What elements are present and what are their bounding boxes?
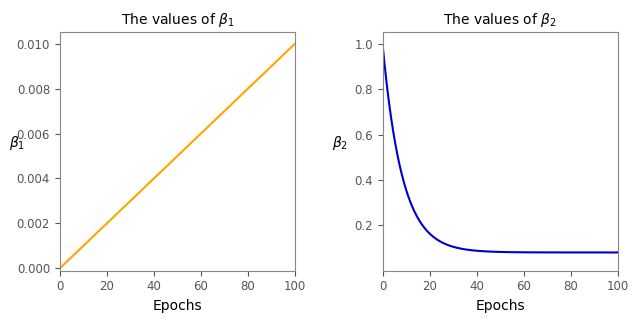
X-axis label: Epochs: Epochs [152, 299, 202, 313]
Y-axis label: $\beta_1$: $\beta_1$ [10, 133, 26, 152]
Y-axis label: $\beta_2$: $\beta_2$ [332, 133, 348, 152]
X-axis label: Epochs: Epochs [476, 299, 525, 313]
Title: The values of $\beta_1$: The values of $\beta_1$ [120, 11, 234, 29]
Title: The values of $\beta_2$: The values of $\beta_2$ [444, 11, 557, 29]
